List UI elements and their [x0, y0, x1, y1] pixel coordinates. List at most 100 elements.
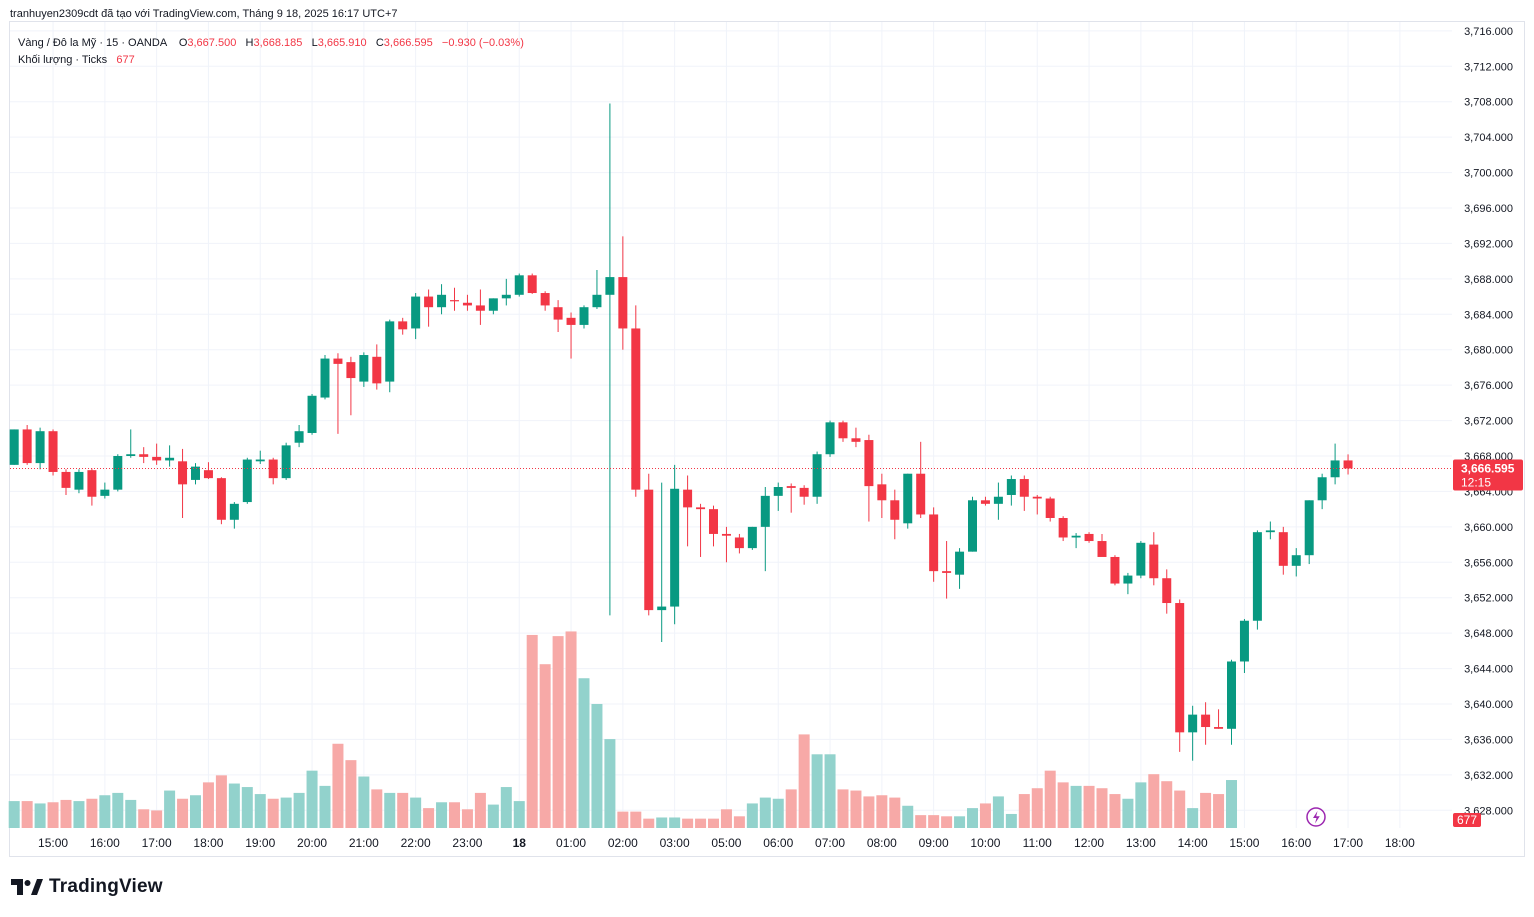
candle-body [696, 507, 706, 510]
ohlc-row: Vàng / Đô la Mỹ · 15 · OANDA O3,667.500 … [18, 35, 524, 52]
volume-bar [824, 754, 836, 828]
time-tick-label: 21:00 [349, 836, 379, 850]
time-tick-label: 03:00 [660, 836, 690, 850]
high-value: 3,668.185 [253, 37, 303, 49]
time-tick-label: 13:00 [1126, 836, 1156, 850]
price-tick-label: 3,680.000 [1464, 345, 1513, 357]
volume-bar [720, 809, 732, 828]
volume-bar [449, 802, 460, 828]
time-tick-label: 18:00 [193, 836, 223, 850]
time-tick-label: 16:00 [90, 836, 120, 850]
candle-body [747, 526, 757, 549]
candle-body [1330, 460, 1340, 478]
time-tick-label: 14:00 [1178, 836, 1208, 850]
candle-body [993, 496, 1003, 504]
candle-body [152, 456, 162, 461]
candle-body [74, 471, 84, 490]
candle-body [346, 362, 356, 379]
volume-bar [1135, 782, 1147, 828]
tradingview-icon [11, 879, 43, 895]
last-price-tag [1453, 459, 1523, 491]
volume-bar [8, 801, 20, 828]
price-tick-label: 3,692.000 [1464, 238, 1513, 250]
price-tick-label: 3,660.000 [1464, 522, 1513, 534]
volume-bar [151, 810, 163, 828]
candle-body [838, 422, 848, 439]
candle-body [1304, 500, 1314, 556]
candle-body [1291, 555, 1301, 566]
candle-body [1252, 532, 1262, 621]
candle-body [87, 470, 97, 497]
chart-frame [9, 21, 1525, 857]
price-tick-label: 3,712.000 [1464, 61, 1513, 73]
price-tick-label: 3,704.000 [1464, 132, 1513, 144]
volume-bar [708, 818, 719, 828]
candle-body [903, 473, 913, 524]
candle-body [877, 484, 887, 501]
volume-bar [992, 796, 1004, 828]
time-tick-label: 16:00 [1281, 836, 1311, 850]
price-tick-label: 3,684.000 [1464, 309, 1513, 321]
time-tick-label: 06:00 [763, 836, 793, 850]
volume-bar [850, 790, 862, 828]
change-value: −0.930 (−0.03%) [441, 37, 524, 49]
candle-body [864, 440, 874, 487]
candle-body [1201, 714, 1211, 728]
low-value: 3,665.910 [317, 37, 367, 49]
candle-body [268, 459, 278, 479]
volume-bar [798, 734, 810, 828]
candle-body [553, 307, 563, 320]
candle-body [734, 537, 744, 549]
volume-bar [267, 798, 279, 828]
volume-bar [423, 808, 435, 828]
volume-bar [487, 804, 499, 828]
volume-bar [902, 805, 914, 828]
candle-body [592, 294, 602, 308]
candle-body [9, 429, 19, 465]
candle-body [398, 321, 408, 330]
volume-bar [358, 776, 370, 828]
volume-bar [591, 703, 603, 828]
candle-body [450, 300, 459, 302]
volume-bar [164, 790, 176, 828]
volume-bar [1174, 790, 1186, 828]
candle-body [631, 328, 641, 490]
volume-bar [889, 797, 901, 828]
volume-bar [1057, 782, 1069, 828]
volume-bar [1044, 770, 1056, 828]
candle-body [22, 429, 32, 464]
volume-indicator-label[interactable]: Khối lượng · Ticks [18, 54, 108, 66]
candle-body [1097, 541, 1107, 557]
volume-bar [1005, 813, 1017, 828]
volume-bar [1070, 785, 1082, 828]
price-tick-label: 3,636.000 [1464, 734, 1513, 746]
symbol-description[interactable]: Vàng / Đô la Mỹ · 15 · OANDA [18, 37, 167, 49]
last-price-tag-value: 3,666.595 [1461, 461, 1515, 475]
candle-body [1239, 620, 1249, 662]
candle-body [1084, 533, 1094, 542]
candle-body [1343, 460, 1353, 469]
close-value: 3,666.595 [383, 37, 433, 49]
price-tick-label: 3,632.000 [1464, 770, 1513, 782]
tradingview-logo[interactable]: TradingView [11, 876, 163, 898]
time-tick-label: 18:00 [1385, 836, 1415, 850]
volume-tag-value: 677 [1457, 813, 1477, 827]
volume-bar [915, 815, 927, 828]
volume-bar [254, 794, 266, 828]
volume-bar [863, 796, 875, 828]
volume-bar [759, 797, 771, 828]
volume-bar [461, 809, 473, 828]
volume-bar [384, 792, 396, 828]
volume-bar [1083, 785, 1095, 828]
candle-body [1136, 542, 1146, 576]
candle-body [294, 431, 304, 443]
volume-bar [332, 743, 344, 828]
volume-bar [280, 797, 292, 828]
candle-body [359, 355, 369, 382]
volume-bar [837, 789, 849, 828]
lightning-icon[interactable] [1306, 807, 1326, 827]
time-axis: 15:00 16:00 17:00 18:00 19:00 20:00 21:00 22:00… [38, 836, 1415, 850]
chart-legend: Vàng / Đô la Mỹ · 15 · OANDA O3,667.500 … [18, 35, 524, 69]
